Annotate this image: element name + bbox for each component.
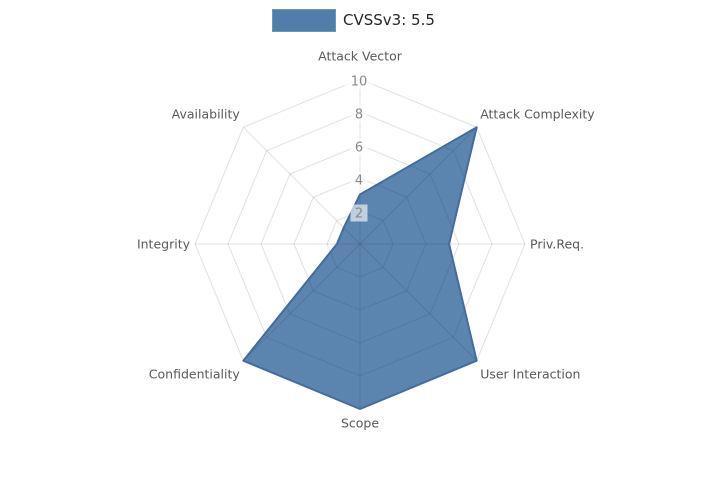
radar-ring-2: [326, 210, 394, 278]
legend-swatch: [272, 9, 336, 32]
tick-label-6: 6: [350, 138, 368, 156]
radar-series-fill: [243, 127, 477, 410]
axis-labels: Attack Vector Attack Complexity Priv.Req. U…: [137, 49, 595, 431]
legend-label: CVSSv3: 5.5: [343, 11, 435, 29]
radar-ring-4: [293, 177, 427, 311]
axis-label-attack-complexity: Attack Complexity: [480, 107, 595, 122]
radar-spoke-user-interaction: [359, 243, 478, 362]
tick-label-bg: [350, 138, 368, 156]
tick-label-4: 4: [350, 171, 368, 189]
radar-spoke-confidentiality: [242, 243, 361, 362]
axis-label-attack-vector: Attack Vector: [318, 49, 403, 64]
axis-label-priv-req: Priv.Req.: [530, 237, 584, 252]
radar-grid: [194, 78, 526, 410]
tick-label-8: 8: [350, 105, 368, 123]
tick-label-text: 4: [355, 174, 363, 189]
radial-tick-labels: 2 4 6 8 10: [345, 72, 373, 222]
axis-label-user-interaction: User Interaction: [480, 366, 580, 381]
axis-label-scope: Scope: [341, 416, 379, 431]
tick-label-2: 2: [350, 204, 368, 222]
chart-legend: CVSSv3: 5.5: [272, 9, 435, 32]
axis-label-integrity: Integrity: [137, 237, 191, 252]
tick-label-10: 10: [345, 72, 373, 90]
axis-label-availability: Availability: [172, 107, 241, 122]
tick-label-bg: [345, 72, 373, 90]
radar-series-outline: [242, 126, 478, 410]
tick-label-text: 2: [355, 207, 363, 222]
tick-label-bg: [350, 171, 368, 189]
axis-label-confidentiality: Confidentiality: [149, 366, 241, 381]
tick-label-bg: [350, 204, 368, 222]
radar-spoke-attack-complexity: [359, 126, 478, 245]
radar-ring-6: [260, 144, 460, 344]
tick-label-bg: [350, 105, 368, 123]
tick-label-text: 8: [355, 108, 363, 123]
tick-label-text: 6: [355, 141, 363, 156]
radar-spoke-availability: [242, 126, 361, 245]
radar-ring-8: [227, 111, 493, 377]
tick-label-text: 10: [351, 75, 368, 90]
